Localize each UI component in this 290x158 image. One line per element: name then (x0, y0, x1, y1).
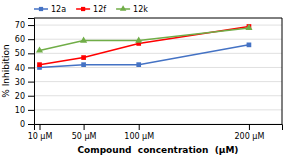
grid-line (34, 109, 282, 110)
chart: 10 μM 50 μM 100 μM 200 μM 0 10 20 30 40 50 60 70 Com… (0, 0, 290, 158)
point (80, 36, 87, 42)
y-tick-label: 0 (20, 120, 25, 129)
grid-line (34, 67, 282, 68)
point (81, 62, 86, 67)
legend-label: 12f (93, 5, 106, 14)
y-tick-mark (28, 82, 34, 83)
point (37, 62, 42, 67)
legend-label: 12a (51, 5, 66, 14)
x-tick-mark (84, 124, 85, 130)
y-axis-title: % Inhibition (1, 44, 11, 97)
y-tick: 0 (20, 120, 34, 129)
y-tick-mark (28, 96, 34, 97)
plot-frame-top (34, 18, 282, 19)
series-line (40, 28, 249, 51)
x-tick-label: 200 μM (235, 132, 265, 141)
marks (36, 24, 253, 70)
legend: 12a 12f 12k (34, 5, 148, 14)
x-axis-title: Compound concentration (μM) (78, 145, 239, 155)
x-tick: 10 μM (28, 124, 53, 141)
series-line (40, 26, 249, 64)
plot-frame-right (282, 18, 283, 124)
y-tick-mark (28, 25, 34, 26)
point (245, 24, 252, 30)
y-tick: 50 (15, 49, 34, 58)
grid-line (34, 25, 282, 26)
legend-label: 12k (133, 5, 148, 14)
grid-line (34, 81, 282, 82)
x-tick: 50 μM (72, 124, 97, 141)
point (247, 43, 252, 48)
y-tick-label: 20 (15, 92, 25, 101)
grid-line (34, 95, 282, 96)
x-tick-mark (249, 124, 250, 130)
x-tick-label: 10 μM (28, 132, 53, 141)
y-axis: 0 10 20 30 40 50 60 70 (15, 19, 35, 130)
x-axis: 10 μM 50 μM 100 μM 200 μM (28, 124, 283, 141)
x-tick: 200 μM (235, 124, 265, 141)
y-tick-label: 60 (15, 35, 25, 44)
y-tick: 70 (15, 21, 34, 30)
legend-item: 12k (116, 5, 148, 14)
y-tick-mark (28, 53, 34, 54)
x-tick-mark (40, 124, 41, 130)
axis-line (35, 125, 283, 131)
y-tick-mark (28, 39, 34, 40)
point (36, 46, 43, 52)
y-tick-mark (28, 124, 34, 125)
y-tick: 30 (15, 78, 34, 87)
series-line (40, 45, 249, 68)
y-tick-label: 50 (15, 49, 25, 58)
x-tick-label: 100 μM (124, 132, 154, 141)
legend-item: 12a (34, 5, 66, 14)
point (136, 62, 141, 67)
legend-marker (120, 5, 126, 11)
grid-line (34, 53, 282, 54)
x-tick-label: 50 μM (72, 132, 97, 141)
y-tick: 10 (15, 106, 34, 115)
legend-marker (81, 7, 85, 11)
point (81, 55, 86, 60)
y-tick-mark (28, 110, 34, 111)
x-tick-mark (139, 124, 140, 130)
point (135, 36, 142, 42)
x-tick: 100 μM (124, 124, 154, 141)
legend-marker (39, 7, 43, 11)
legend-item: 12f (76, 5, 106, 14)
axis-line (28, 19, 35, 125)
plot: 10 μM 50 μM 100 μM 200 μM 0 10 20 30 40 50 60 70 (15, 18, 283, 141)
y-tick-mark (28, 67, 34, 68)
y-tick-label: 10 (15, 106, 25, 115)
plot-frame (34, 18, 282, 124)
y-tick-label: 40 (15, 64, 25, 73)
y-tick-label: 70 (15, 21, 25, 30)
y-tick-label: 30 (15, 78, 25, 87)
grid (34, 25, 282, 124)
y-tick: 60 (15, 35, 34, 44)
y-tick: 20 (15, 92, 34, 101)
y-tick: 40 (15, 64, 34, 73)
